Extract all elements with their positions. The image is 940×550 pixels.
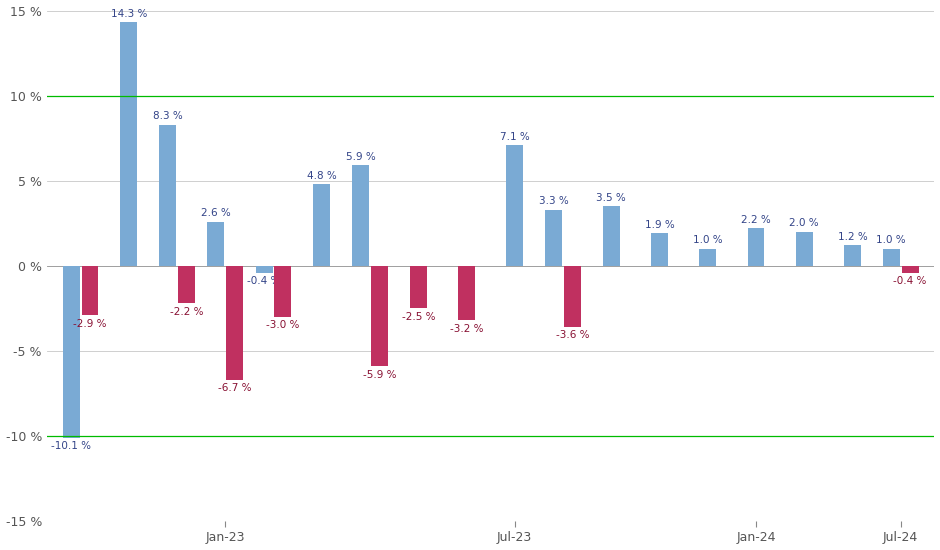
Bar xyxy=(458,266,475,320)
Text: -2.5 %: -2.5 % xyxy=(401,312,435,322)
Bar xyxy=(410,266,427,309)
Text: 1.9 %: 1.9 % xyxy=(645,220,674,230)
Bar xyxy=(564,266,581,327)
Bar xyxy=(352,166,369,266)
Bar xyxy=(507,145,524,266)
Bar xyxy=(274,266,291,317)
Bar xyxy=(120,23,137,266)
Text: 2.6 %: 2.6 % xyxy=(201,208,230,218)
Bar xyxy=(159,124,176,266)
Bar xyxy=(371,266,388,366)
Text: -2.2 %: -2.2 % xyxy=(170,307,203,317)
Bar xyxy=(796,232,813,266)
Bar xyxy=(747,228,764,266)
Bar xyxy=(883,249,900,266)
Text: 2.0 %: 2.0 % xyxy=(790,218,819,228)
Bar xyxy=(256,266,273,273)
Text: -0.4 %: -0.4 % xyxy=(893,276,927,286)
Text: 1.2 %: 1.2 % xyxy=(838,232,868,242)
Text: -5.9 %: -5.9 % xyxy=(363,370,396,379)
Bar xyxy=(208,222,225,266)
Bar xyxy=(63,266,80,438)
Text: 14.3 %: 14.3 % xyxy=(111,9,147,19)
Bar xyxy=(603,206,619,266)
Text: 2.2 %: 2.2 % xyxy=(741,215,771,225)
Text: 1.0 %: 1.0 % xyxy=(876,235,906,245)
Text: -3.6 %: -3.6 % xyxy=(556,331,589,340)
Text: 1.0 %: 1.0 % xyxy=(693,235,723,245)
Bar xyxy=(545,210,562,266)
Text: -3.0 %: -3.0 % xyxy=(266,320,300,330)
Bar xyxy=(699,249,716,266)
Bar xyxy=(82,266,99,315)
Bar xyxy=(901,266,918,273)
Text: 4.8 %: 4.8 % xyxy=(306,170,337,181)
Text: 7.1 %: 7.1 % xyxy=(500,131,529,141)
Text: 8.3 %: 8.3 % xyxy=(153,111,182,121)
Bar xyxy=(313,184,330,266)
Text: 3.3 %: 3.3 % xyxy=(539,196,569,206)
Text: -6.7 %: -6.7 % xyxy=(218,383,251,393)
Bar xyxy=(227,266,243,380)
Text: 3.5 %: 3.5 % xyxy=(596,193,626,203)
Text: -0.4 %: -0.4 % xyxy=(247,276,281,286)
Bar xyxy=(178,266,195,303)
Text: 5.9 %: 5.9 % xyxy=(346,152,375,162)
Text: -2.9 %: -2.9 % xyxy=(73,318,107,328)
Text: -10.1 %: -10.1 % xyxy=(51,441,91,451)
Text: -3.2 %: -3.2 % xyxy=(449,323,483,334)
Bar xyxy=(844,245,861,266)
Bar xyxy=(651,233,668,266)
